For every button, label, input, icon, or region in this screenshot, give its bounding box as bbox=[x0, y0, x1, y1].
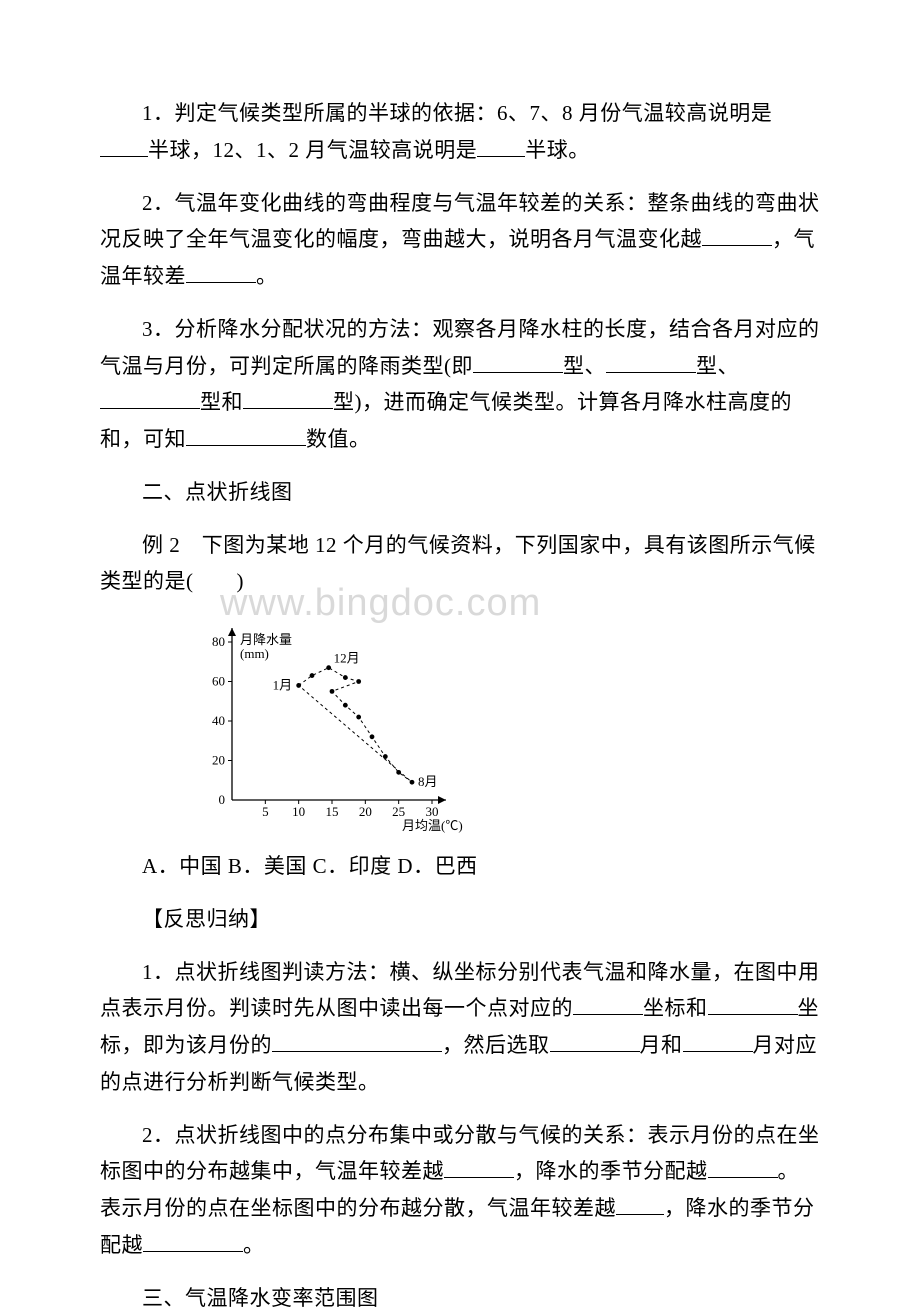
blank bbox=[243, 408, 333, 409]
text: 月和 bbox=[640, 1033, 683, 1057]
text: ，然后选取 bbox=[442, 1033, 550, 1057]
blank bbox=[186, 282, 256, 283]
para-5-options: A．中国 B．美国 C．印度 D．巴西 bbox=[100, 848, 820, 885]
para-2: 2．气温年变化曲线的弯曲程度与气温年较差的关系：整条曲线的弯曲状况反映了全年气温… bbox=[100, 185, 820, 295]
svg-text:25: 25 bbox=[392, 804, 405, 819]
blank bbox=[477, 156, 525, 157]
blank bbox=[606, 372, 696, 373]
svg-text:20: 20 bbox=[359, 804, 372, 819]
svg-text:12月: 12月 bbox=[334, 651, 360, 666]
svg-text:5: 5 bbox=[262, 804, 269, 819]
svg-text:8月: 8月 bbox=[418, 774, 438, 789]
text: 数值。 bbox=[306, 427, 371, 451]
text: ，降水的季节分配越 bbox=[514, 1159, 708, 1183]
text: 型、 bbox=[696, 354, 739, 378]
text: 坐标和 bbox=[643, 996, 708, 1020]
blank bbox=[550, 1051, 640, 1052]
text: 2．点状折线图中的点分布集中或分散与气候的关系：表示月份的点在坐标图中的分布越集… bbox=[100, 1123, 820, 1184]
page-content: 1．判定气候类型所属的半球的依据：6、7、8 月份气温较高说明是半球，12、1、… bbox=[100, 95, 820, 1316]
text: 型、 bbox=[563, 354, 606, 378]
svg-text:30: 30 bbox=[426, 804, 439, 819]
svg-text:15: 15 bbox=[326, 804, 339, 819]
text: 1．判定气候类型所属的半球的依据：6、7、8 月份气温较高说明是 bbox=[142, 101, 772, 125]
heading-2: 二、点状折线图 bbox=[100, 474, 820, 511]
blank bbox=[683, 1051, 753, 1052]
blank bbox=[708, 1177, 778, 1178]
blank bbox=[573, 1014, 643, 1015]
blank bbox=[186, 445, 306, 446]
svg-text:1月: 1月 bbox=[273, 677, 293, 692]
blank bbox=[100, 156, 148, 157]
heading-4: 三、气温降水变率范围图 bbox=[100, 1280, 820, 1316]
blank bbox=[143, 1251, 243, 1252]
text: 2．气温年变化曲线的弯曲程度与气温年较差的关系：整条曲线的弯曲状况反映了全年气温… bbox=[100, 191, 820, 252]
text: 型和 bbox=[200, 390, 243, 414]
para-1: 1．判定气候类型所属的半球的依据：6、7、8 月份气温较高说明是半球，12、1、… bbox=[100, 95, 820, 169]
text: 。 bbox=[243, 1233, 265, 1257]
svg-text:10: 10 bbox=[292, 804, 305, 819]
blank bbox=[616, 1214, 664, 1215]
blank bbox=[708, 1014, 798, 1015]
para-4: 例 2 下图为某地 12 个月的气候资料，下列国家中，具有该图所示气候类型的是(… bbox=[100, 527, 820, 601]
blank bbox=[100, 408, 200, 409]
text: 半球。 bbox=[525, 138, 590, 162]
text: 。 bbox=[256, 264, 278, 288]
para-7: 2．点状折线图中的点分布集中或分散与气候的关系：表示月份的点在坐标图中的分布越集… bbox=[100, 1117, 820, 1264]
para-6: 1．点状折线图判读方法：横、纵坐标分别代表气温和降水量，在图中用点表示月份。判读… bbox=[100, 954, 820, 1101]
svg-text:80: 80 bbox=[212, 634, 225, 649]
heading-3: 【反思归纳】 bbox=[100, 901, 820, 938]
scatter-chart: 20 40 60 80 0 5 10 15 20 25 30 月降水量(mm) 月均温(℃) 1月 12月 8… bbox=[190, 616, 820, 836]
para-3: 3．分析降水分配状况的方法：观察各月降水柱的长度，结合各月对应的气温与月份，可判… bbox=[100, 311, 820, 458]
svg-text:0: 0 bbox=[219, 792, 226, 807]
blank bbox=[473, 372, 563, 373]
svg-text:月降水量: 月降水量 bbox=[240, 632, 292, 647]
text: 半球，12、1、2 月气温较高说明是 bbox=[148, 138, 477, 162]
svg-text:月均温(℃): 月均温(℃) bbox=[402, 818, 463, 833]
blank bbox=[702, 245, 772, 246]
svg-text:20: 20 bbox=[212, 753, 225, 768]
blank bbox=[272, 1051, 442, 1052]
svg-text:(mm): (mm) bbox=[240, 646, 269, 661]
chart-svg: 20 40 60 80 0 5 10 15 20 25 30 月降水量(mm) 月均温(℃) 1月 12月 8… bbox=[190, 616, 465, 836]
svg-text:60: 60 bbox=[212, 674, 225, 689]
text: 1．点状折线图判读方法：横、纵坐标分别代表气温和降水量，在图中用点表示月份。判读… bbox=[100, 960, 820, 1021]
svg-text:40: 40 bbox=[212, 713, 225, 728]
blank bbox=[444, 1177, 514, 1178]
